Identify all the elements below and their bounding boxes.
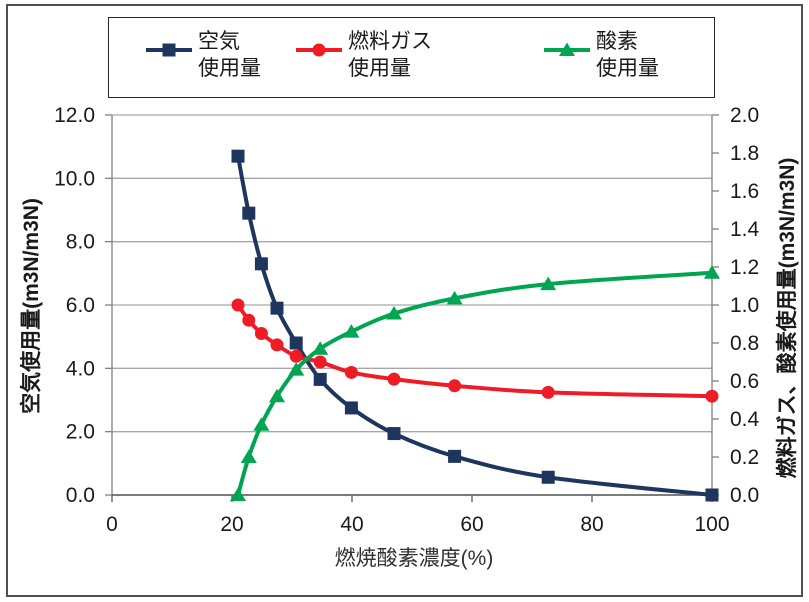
legend-label-fuel-gas: 燃料ガス 使用量	[348, 30, 432, 80]
legend-item-fuel-gas: 燃料ガス 使用量	[295, 18, 432, 82]
tick-label: 80	[580, 513, 603, 536]
legend-item-oxygen: 酸素 使用量	[543, 18, 659, 82]
legend-item-air: 空気 使用量	[145, 18, 261, 82]
tick-label: 40	[340, 513, 363, 536]
tick-label: 0.0	[730, 484, 759, 507]
tick-label: 2.0	[730, 104, 759, 127]
fuel-gas-circle-marker-icon	[296, 43, 342, 57]
series-2	[230, 265, 720, 501]
tick-label: 12.0	[54, 104, 95, 127]
oxygen-triangle-marker-icon	[544, 42, 590, 56]
tick-label: 0.4	[730, 408, 760, 431]
tick-label: 2.0	[66, 421, 95, 444]
tick-label: 4.0	[66, 357, 95, 380]
tick-label: 0.0	[66, 484, 95, 507]
tick-label: 1.0	[730, 294, 759, 317]
x-axis-title: 燃焼酸素濃度(%)	[334, 547, 494, 570]
tick-label: 0	[106, 513, 118, 536]
gridlines	[112, 114, 712, 496]
tick-labels: 12.0 10.0 8.0 6.0 4.0 2.0 0.0 0.0 0.2 0.4 0.6 0.8 1.…	[54, 104, 759, 536]
tick-label: 0.2	[730, 446, 759, 469]
legend-label-air: 空気 使用量	[198, 30, 261, 80]
legend-label-oxygen: 酸素 使用量	[596, 30, 659, 80]
tick-label: 0.8	[730, 332, 759, 355]
left-axis-title: 空気使用量(m3N/m3N)	[20, 198, 43, 414]
series-0	[231, 149, 719, 502]
air-square-marker-icon	[146, 43, 192, 57]
tick-label: 1.2	[730, 256, 759, 279]
tick-label: 100	[694, 513, 729, 536]
tick-marks	[105, 114, 719, 502]
tick-label: 0.6	[730, 370, 759, 393]
tick-label: 1.8	[730, 142, 759, 165]
tick-label: 60	[460, 513, 483, 536]
legend: 空気 使用量 燃料ガス 使用量 酸素 使用量	[108, 17, 715, 98]
tick-label: 20	[220, 513, 243, 536]
tick-label: 1.4	[730, 218, 760, 241]
series-1	[231, 298, 719, 403]
tick-label: 10.0	[54, 167, 95, 190]
tick-label: 8.0	[66, 231, 95, 254]
tick-label: 1.6	[730, 180, 759, 203]
right-axis-title: 燃料ガス、酸素使用量(m3N/m3N)	[776, 157, 799, 479]
tick-label: 6.0	[66, 294, 95, 317]
